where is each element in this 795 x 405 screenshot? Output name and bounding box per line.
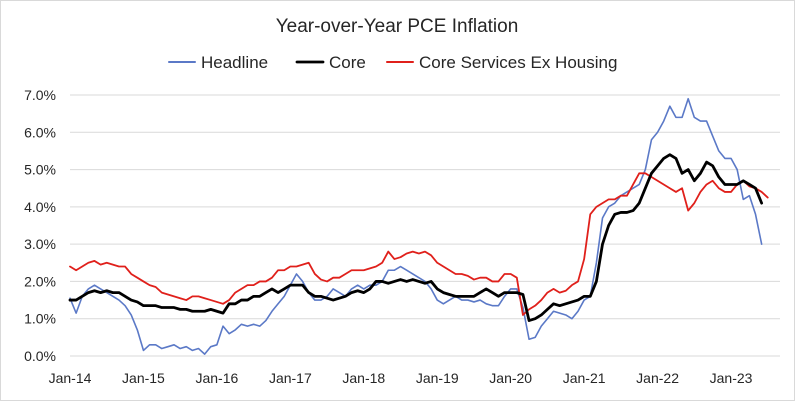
legend: Headline Core Core Services Ex Housing [168, 53, 617, 72]
series-line-core [68, 153, 764, 322]
x-axis-ticks: Jan-14 Jan-15 Jan-16 Jan-17 Jan-18 Jan-19 Jan-… [49, 370, 753, 386]
x-tick-label: Jan-23 [710, 370, 753, 386]
x-tick-label: Jan-15 [122, 370, 165, 386]
y-tick-label: 7.0% [24, 87, 56, 103]
x-tick-label: Jan-17 [269, 370, 312, 386]
y-tick-label: 5.0% [24, 162, 56, 178]
y-tick-label: 4.0% [24, 199, 56, 215]
y-tick-label: 1.0% [24, 311, 56, 327]
legend-label: Core [329, 53, 366, 72]
series-line-headline [69, 97, 763, 355]
x-tick-label: Jan-20 [489, 370, 532, 386]
x-tick-label: Jan-22 [636, 370, 679, 386]
x-tick-label: Jan-14 [49, 370, 92, 386]
y-tick-label: 2.0% [24, 273, 56, 289]
legend-label: Core Services Ex Housing [419, 53, 617, 72]
x-tick-label: Jan-16 [195, 370, 238, 386]
x-tick-label: Jan-18 [342, 370, 385, 386]
y-tick-label: 6.0% [24, 124, 56, 140]
series-lines [68, 97, 769, 355]
y-tick-label: 0.0% [24, 348, 56, 364]
chart-title: Year-over-Year PCE Inflation [276, 16, 519, 37]
legend-label: Headline [201, 53, 268, 72]
x-tick-label: Jan-21 [563, 370, 606, 386]
series-line-core-services-ex-housing [69, 172, 769, 316]
y-tick-label: 3.0% [24, 236, 56, 252]
x-tick-label: Jan-19 [416, 370, 459, 386]
gridlines [70, 94, 780, 357]
y-axis-ticks: 0.0% 1.0% 2.0% 3.0% 4.0% 5.0% 6.0% 7.0% [24, 87, 56, 364]
